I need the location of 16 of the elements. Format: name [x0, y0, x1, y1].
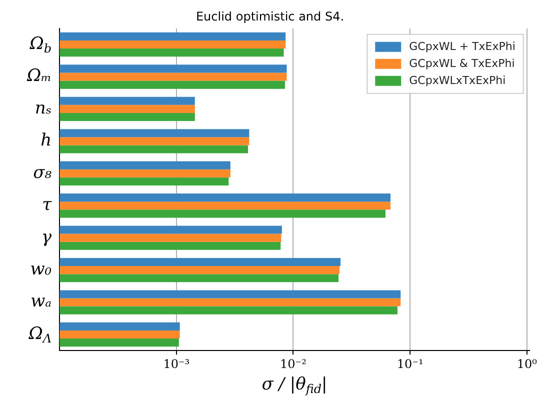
y-tick-label: γ [41, 227, 52, 248]
x-tick-label: 10⁰ [516, 356, 538, 371]
x-tick-label: 10⁻³ [163, 356, 190, 371]
y-tick-label: Ωₘ [26, 66, 52, 86]
y-tick-label: wₐ [30, 292, 52, 312]
x-tick-label: 10⁻¹ [396, 356, 424, 371]
y-tick-label: τ [42, 195, 52, 216]
y-tick-label: nₛ [34, 98, 52, 118]
y-tick-label: σ₈ [33, 162, 52, 183]
chart-title: Euclid optimistic and S4. [196, 9, 344, 24]
x-tick-label: 10⁻² [280, 356, 307, 371]
legend-label: GCpxWL & TxExPhi [409, 56, 515, 70]
legend-label: GCpxWLxTxExPhi [409, 74, 506, 87]
legend-label: GCpxWL + TxExPhi [409, 40, 516, 53]
y-tick-label: h [40, 130, 52, 151]
y-tick-label: w₀ [30, 259, 52, 280]
